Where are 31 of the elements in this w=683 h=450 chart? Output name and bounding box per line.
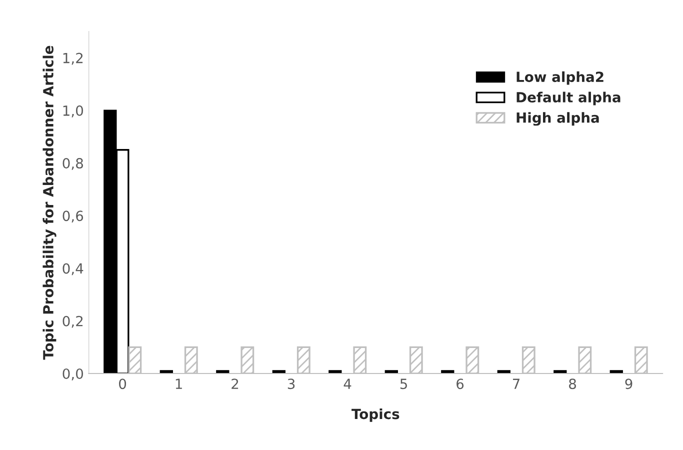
x-tick-label: 5 (400, 378, 407, 390)
bar (441, 370, 454, 374)
bar (554, 370, 567, 374)
x-tick-label: 0 (119, 378, 126, 390)
y-tick-label: 0,2 (62, 316, 83, 328)
bar (497, 370, 510, 374)
bar (272, 370, 286, 374)
x-tick-label: 7 (512, 378, 520, 389)
y-tick-label: 0,0 (62, 368, 84, 380)
y-axis-title: Topic Probability for Abandonner Article (42, 46, 56, 360)
bar (328, 370, 342, 374)
bar (216, 370, 230, 374)
legend-label: Default alpha (516, 92, 620, 106)
bar (610, 370, 623, 374)
x-tick-label: 4 (344, 378, 352, 389)
x-axis-title: Topics (352, 408, 400, 422)
legend-label: Low alpha2 (516, 71, 604, 85)
y-tick-label: 0,6 (62, 210, 84, 223)
y-tick-label: 1,2 (63, 52, 83, 65)
x-tick-label: 1 (176, 378, 182, 389)
bar (160, 370, 173, 374)
y-tick-label: 0,4 (62, 263, 84, 276)
x-tick-label: 6 (456, 378, 464, 390)
y-tick-label: 1,0 (63, 105, 84, 118)
x-tick-label: 8 (569, 378, 576, 390)
x-tick-label: 2 (232, 378, 238, 389)
x-tick-label: 3 (288, 378, 295, 390)
legend-label: High alpha (516, 112, 599, 126)
bar (384, 370, 398, 374)
x-tick-label: 9 (625, 378, 632, 390)
y-tick-label: 0,8 (62, 158, 83, 170)
